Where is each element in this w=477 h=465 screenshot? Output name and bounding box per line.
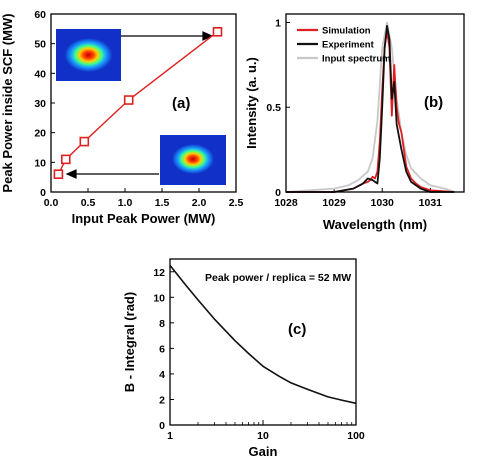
y-tick-label-c: 8 (159, 318, 165, 330)
data-point-a (79, 136, 90, 147)
y-tick-label-c: 4 (159, 369, 165, 381)
y-tick-label-b: 0 (275, 187, 281, 199)
y-tick-label-b: 0.5 (266, 102, 281, 114)
x-tick-label-a: 1.0 (118, 197, 133, 209)
y-tick-label-a: 20 (34, 128, 46, 140)
x-tick-label-a: 0.5 (81, 197, 96, 209)
panel-c: 1 10 100 0 2 4 6 8 10 12 Peak power / replica = 5… (122, 258, 365, 459)
axes-frame-a (50, 13, 237, 193)
panel-a: 0.0 0.5 1.0 1.5 2.0 2.5 0 10 20 30 40 50 60 (a) Inpu… (0, 9, 243, 226)
data-point-a (212, 26, 223, 37)
series-line-simulation (286, 30, 455, 193)
legend-experiment: Experiment (322, 40, 375, 51)
y-tick-label-a: 10 (34, 157, 46, 169)
data-point-a (123, 95, 134, 105)
y-tick-label-a: 50 (34, 39, 46, 51)
panel-label-a: (a) (172, 95, 190, 112)
x-tick-label-a: 1.5 (155, 197, 170, 209)
legend-input-spectrum: Input spectrum (322, 54, 391, 65)
beam-profile-output (56, 29, 121, 81)
x-tick-label-b: 1030 (371, 197, 395, 209)
x-tick-label-b: 1028 (274, 197, 298, 209)
x-tick-label-a: 2.5 (229, 197, 244, 209)
x-tick-label-b: 1031 (419, 197, 443, 209)
x-tick-label-c: 1 (167, 430, 173, 442)
y-tick-label-c: 2 (159, 394, 165, 406)
y-tick-label-c: 10 (153, 292, 165, 304)
xlabel-a: Input Peak Power (MW) (72, 211, 216, 226)
ylabel-b: Intensity (a. u.) (244, 57, 259, 149)
y-tick-label-c: 6 (159, 343, 165, 355)
x-tick-label-c: 100 (347, 430, 365, 442)
x-tick-label-a: 2.0 (192, 197, 207, 209)
panel-b: 1028 1029 1030 1031 0 0.5 1 Simulation Experim… (244, 13, 465, 232)
y-tick-label-a: 40 (34, 68, 46, 80)
series-line-c (169, 264, 357, 405)
x-tick-label-a: 0.0 (44, 197, 59, 209)
y-tick-label-a: 30 (34, 98, 46, 110)
data-point-a (53, 169, 64, 179)
y-tick-label-c: 12 (153, 267, 165, 279)
xlabel-c: Gain (249, 444, 278, 459)
series-line-experiment (286, 24, 455, 193)
y-tick-label-c: 0 (159, 420, 165, 432)
beam-profile-input (160, 135, 226, 185)
ylabel-c: B - Integral (rad) (122, 292, 137, 392)
y-tick-label-a: 60 (34, 9, 46, 21)
beam-insets (56, 29, 226, 185)
xlabel-b: Wavelength (nm) (323, 217, 427, 232)
legend-b: Simulation Experiment Input spectrum (297, 26, 391, 65)
panel-label-c: (c) (288, 321, 306, 338)
panel-label-b: (b) (424, 94, 443, 111)
y-tick-label-b: 1 (275, 17, 281, 29)
legend-simulation: Simulation (322, 26, 371, 37)
data-point-a (60, 154, 71, 165)
series-line-input-spectrum (285, 21, 455, 193)
x-tick-label-c: 10 (257, 430, 269, 442)
ylabel-a: Peak Power inside SCF (MW) (0, 13, 15, 192)
y-tick-label-a: 0 (40, 187, 46, 199)
annotation-c: Peak power / replica = 52 MW (205, 272, 351, 284)
x-tick-label-b: 1029 (322, 197, 346, 209)
inset-arrows (65, 31, 214, 179)
axes-frame-b (285, 13, 465, 193)
axes-frame-c (169, 258, 357, 426)
